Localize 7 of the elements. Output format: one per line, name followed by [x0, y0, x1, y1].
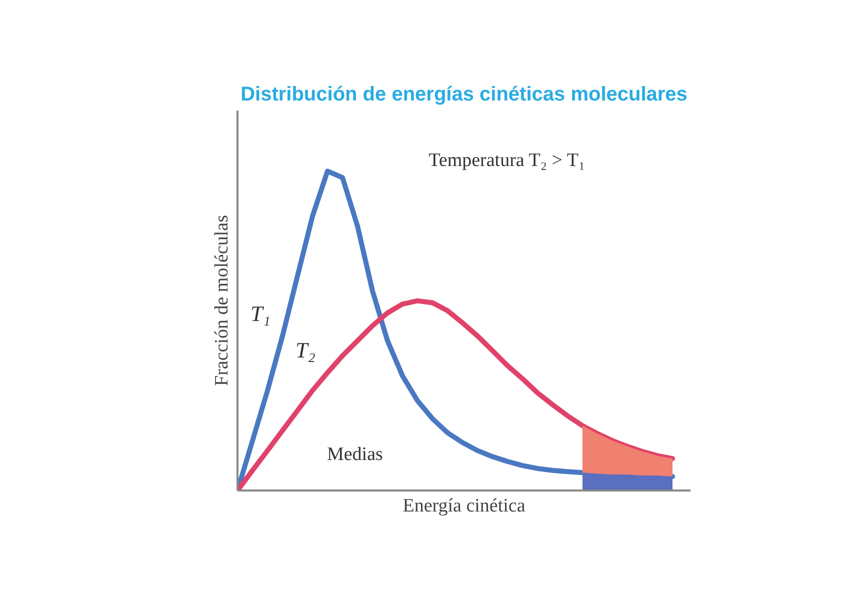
annotation: Temperatura T₂ > T₁ — [428, 150, 586, 172]
chart-title: Distribución de energías cinéticas moleculares — [240, 84, 688, 106]
series-label: T₁ — [250, 300, 270, 326]
series-label: T₂ — [296, 338, 316, 363]
annotation: Medias — [326, 444, 383, 465]
x-axis-title: Energía cinética — [402, 496, 526, 516]
y-axis-title: Fracción de moléculas — [212, 215, 232, 386]
